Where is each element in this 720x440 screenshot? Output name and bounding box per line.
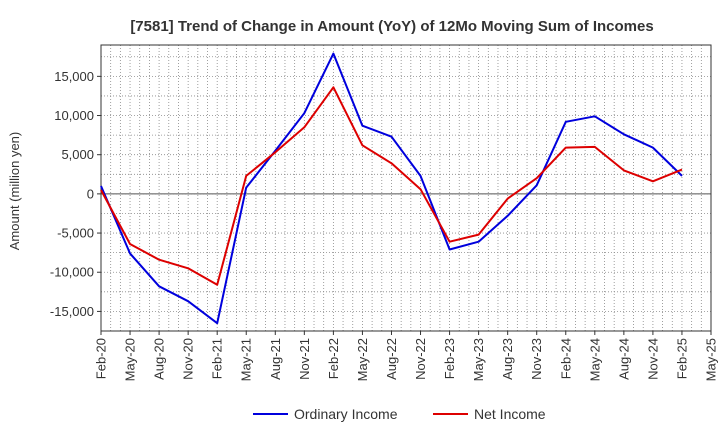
x-tick-label: Aug-23	[500, 338, 515, 380]
plot-background	[101, 45, 711, 331]
plot-area: 15,000 10,000 5,000 0 -5,000 -10,000 -15,000 Fe…	[50, 44, 719, 381]
y-tick-label: -5,000	[57, 226, 94, 241]
x-tick-label: Feb-24	[558, 338, 573, 379]
x-tick-label: Feb-25	[674, 338, 689, 379]
y-tick-label: 15,000	[54, 69, 94, 84]
x-tick-label: May-22	[355, 338, 370, 381]
x-tick-label: Aug-21	[268, 338, 283, 380]
y-axis-label: Amount (million yen)	[7, 132, 22, 251]
y-tick-label: 10,000	[54, 108, 94, 123]
x-tick-label: Nov-20	[181, 338, 196, 380]
legend-label-net-income: Net Income	[474, 406, 546, 422]
x-tick-label: Feb-22	[326, 338, 341, 379]
y-tick-label: 0	[87, 186, 94, 201]
y-tick-label: -15,000	[50, 304, 94, 319]
y-tick-label: 5,000	[61, 147, 94, 162]
x-tick-label: Nov-23	[529, 338, 544, 380]
legend-label-ordinary-income: Ordinary Income	[294, 406, 398, 422]
x-tick-label: May-20	[123, 338, 138, 381]
x-tick-label: May-23	[471, 338, 486, 381]
x-tick-label: May-24	[587, 338, 602, 381]
x-tick-label: Feb-21	[210, 338, 225, 379]
x-tick-label: Aug-22	[384, 338, 399, 380]
series-line-ordinary-income	[100, 52, 683, 325]
series-line-net-income	[100, 86, 683, 286]
x-tick-label: Aug-20	[152, 338, 167, 380]
chart-title: [7581] Trend of Change in Amount (YoY) o…	[130, 18, 653, 35]
x-tick-label: Nov-21	[297, 338, 312, 380]
x-tick-label: May-21	[239, 338, 254, 381]
y-tick-label: -10,000	[50, 265, 94, 280]
x-tick-label: Feb-23	[442, 338, 457, 379]
x-tick-label: May-25	[704, 338, 719, 381]
x-tick-label: Nov-22	[413, 338, 428, 380]
x-tick-label: Feb-20	[94, 338, 109, 379]
x-tick-label: Aug-24	[616, 338, 631, 380]
x-tick-label: Nov-24	[645, 338, 660, 380]
legend: Ordinary Income Net Income	[253, 406, 546, 422]
